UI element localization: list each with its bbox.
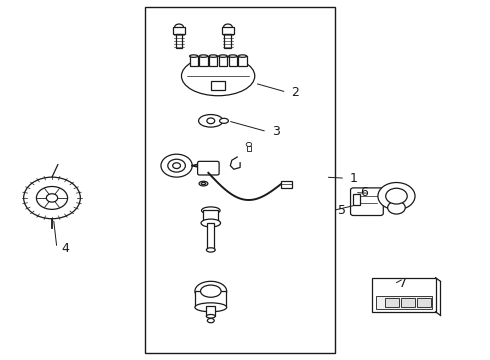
Bar xyxy=(221,27,234,34)
Bar xyxy=(211,81,225,90)
Bar xyxy=(353,194,360,205)
Ellipse shape xyxy=(206,315,215,318)
Ellipse shape xyxy=(219,55,227,57)
Ellipse shape xyxy=(190,55,198,57)
Ellipse shape xyxy=(181,56,255,96)
Ellipse shape xyxy=(201,219,220,227)
Bar xyxy=(172,27,185,34)
Circle shape xyxy=(386,188,407,204)
Text: 4: 4 xyxy=(62,242,70,255)
Circle shape xyxy=(168,159,185,172)
Ellipse shape xyxy=(220,118,228,123)
FancyBboxPatch shape xyxy=(350,188,383,216)
Text: 6: 6 xyxy=(360,186,368,199)
Ellipse shape xyxy=(239,55,246,57)
Bar xyxy=(206,306,215,316)
Ellipse shape xyxy=(206,248,215,252)
Bar xyxy=(417,298,431,307)
Circle shape xyxy=(246,143,252,147)
Bar xyxy=(175,34,182,48)
Bar xyxy=(401,298,416,307)
Bar xyxy=(219,56,227,66)
Text: 1: 1 xyxy=(350,172,358,185)
Text: 5: 5 xyxy=(338,204,346,217)
Bar xyxy=(239,56,246,66)
Circle shape xyxy=(36,186,68,210)
Ellipse shape xyxy=(198,114,223,127)
Bar xyxy=(385,298,399,307)
Text: 7: 7 xyxy=(399,278,407,291)
Bar xyxy=(247,146,250,151)
Ellipse shape xyxy=(199,181,208,186)
Circle shape xyxy=(223,24,232,31)
Ellipse shape xyxy=(201,207,220,214)
Bar xyxy=(224,34,231,48)
Bar xyxy=(229,56,237,66)
Bar xyxy=(372,278,436,312)
Circle shape xyxy=(207,118,215,124)
Ellipse shape xyxy=(200,285,221,297)
Bar xyxy=(281,181,293,188)
Circle shape xyxy=(47,194,58,202)
Ellipse shape xyxy=(199,55,208,57)
Circle shape xyxy=(24,177,80,219)
Ellipse shape xyxy=(207,319,214,323)
Bar xyxy=(190,56,198,66)
Ellipse shape xyxy=(195,303,227,312)
Bar xyxy=(209,56,218,66)
Bar xyxy=(376,296,432,309)
Ellipse shape xyxy=(195,281,227,301)
Circle shape xyxy=(174,24,183,31)
Circle shape xyxy=(388,201,405,214)
Text: 3: 3 xyxy=(272,125,280,138)
Circle shape xyxy=(172,163,180,168)
Circle shape xyxy=(161,154,192,177)
Bar xyxy=(199,56,208,66)
Ellipse shape xyxy=(209,55,218,57)
Bar xyxy=(207,223,214,250)
Ellipse shape xyxy=(201,183,206,185)
FancyBboxPatch shape xyxy=(197,161,219,175)
Text: 2: 2 xyxy=(292,86,299,99)
Ellipse shape xyxy=(229,55,237,57)
Bar xyxy=(203,211,218,223)
Bar xyxy=(195,291,226,307)
Circle shape xyxy=(378,183,415,210)
Bar xyxy=(145,7,335,353)
